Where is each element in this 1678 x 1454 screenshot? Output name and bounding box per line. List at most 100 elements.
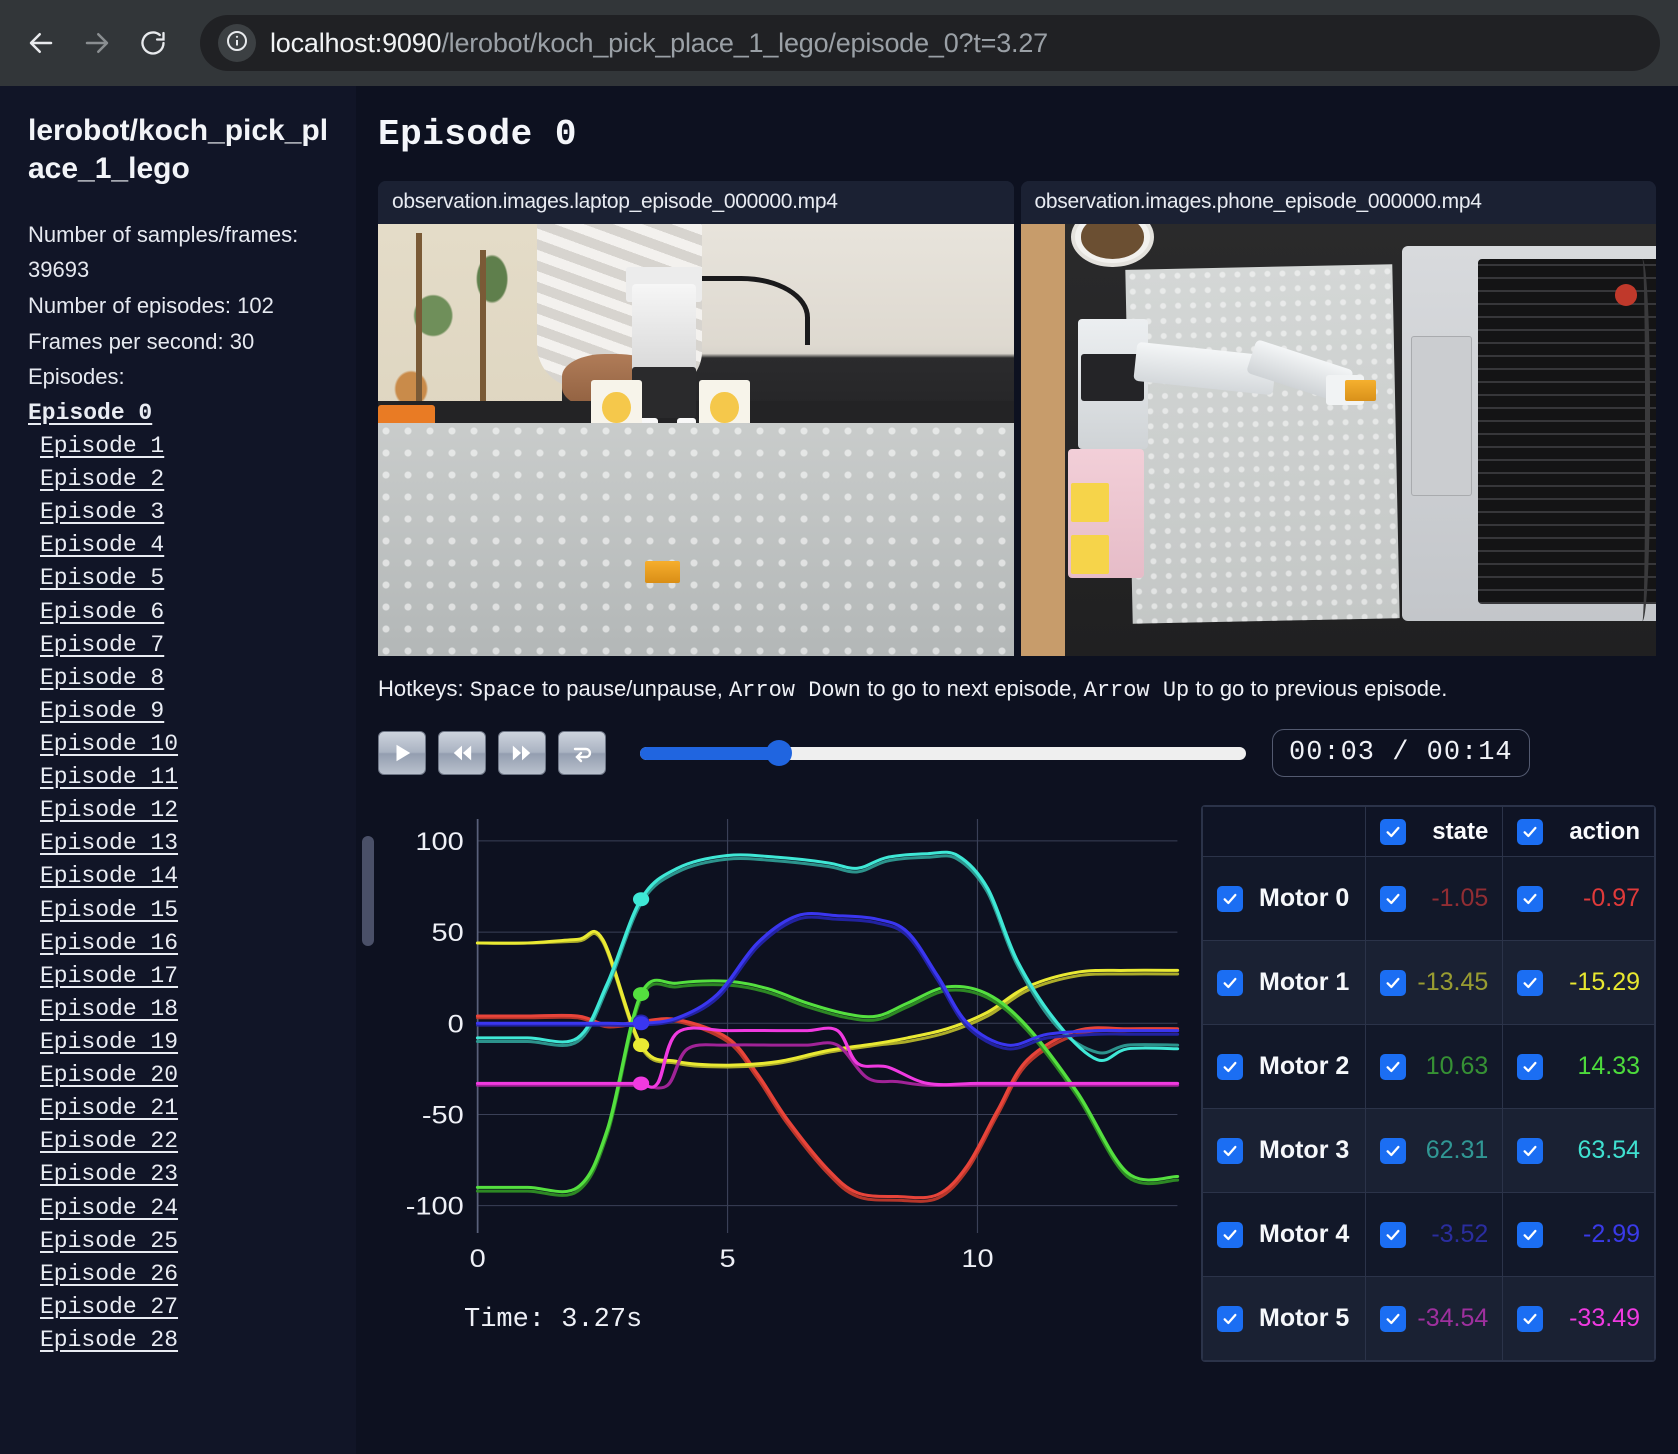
- motor-name-cell: Motor 1: [1202, 940, 1367, 1025]
- header-motor: [1202, 806, 1367, 857]
- episode-link-18[interactable]: Episode 18: [40, 995, 179, 1022]
- episode-link-5[interactable]: Episode 5: [40, 565, 165, 592]
- episode-link-11[interactable]: Episode 11: [40, 764, 179, 791]
- episode-link-4[interactable]: Episode 4: [40, 532, 165, 559]
- episode-link-28[interactable]: Episode 28: [40, 1326, 179, 1353]
- motor-5-action-checkbox[interactable]: [1517, 1305, 1544, 1332]
- video-card-laptop[interactable]: observation.images.laptop_episode_000000…: [378, 181, 1014, 656]
- motor-0-action-value: -0.97: [1583, 884, 1640, 912]
- site-info-button[interactable]: [218, 24, 256, 62]
- play-button[interactable]: [378, 731, 426, 775]
- header-state-label: state: [1432, 817, 1489, 845]
- motor-2-checkbox[interactable]: [1217, 1053, 1243, 1080]
- header-state: state: [1365, 806, 1504, 857]
- motor-5-state-checkbox[interactable]: [1380, 1305, 1407, 1332]
- motor-table: state action: [1202, 806, 1655, 1361]
- motor-2-action-checkbox[interactable]: [1517, 1053, 1544, 1080]
- episode-link-25[interactable]: Episode 25: [40, 1227, 179, 1254]
- motor-0-state-checkbox[interactable]: [1380, 885, 1407, 912]
- fast-forward-button[interactable]: [498, 731, 546, 775]
- episode-link-7[interactable]: Episode 7: [40, 631, 165, 658]
- episode-link-16[interactable]: Episode 16: [40, 929, 179, 956]
- episode-link-1[interactable]: Episode 1: [40, 433, 165, 460]
- motor-0-action-checkbox[interactable]: [1517, 885, 1544, 912]
- sticky-note: [1071, 483, 1110, 523]
- motor-1-action-checkbox[interactable]: [1517, 969, 1544, 996]
- hotkey-space: Space: [469, 678, 536, 703]
- episode-link-3[interactable]: Episode 3: [40, 499, 165, 526]
- video-player-laptop[interactable]: [378, 224, 1014, 656]
- motor-2-state-checkbox[interactable]: [1380, 1053, 1407, 1080]
- loop-button[interactable]: [558, 731, 606, 775]
- episode-link-22[interactable]: Episode 22: [40, 1128, 179, 1155]
- lego-baseplate: [378, 422, 1014, 656]
- episode-link-19[interactable]: Episode 19: [40, 1028, 179, 1055]
- video-caption-phone: observation.images.phone_episode_000000.…: [1020, 181, 1656, 224]
- episode-link-9[interactable]: Episode 9: [40, 697, 165, 724]
- motor-3-action-checkbox[interactable]: [1517, 1137, 1544, 1164]
- sidebar: lerobot/koch_pick_place_1_lego Number of…: [0, 86, 356, 1454]
- motor-3-state-checkbox[interactable]: [1380, 1137, 1407, 1164]
- episode-link-0[interactable]: Episode 0: [28, 399, 153, 426]
- episode-link-21[interactable]: Episode 21: [40, 1095, 179, 1122]
- loop-icon: [570, 741, 594, 765]
- seek-bar[interactable]: [640, 731, 1246, 775]
- toggle-all-state-checkbox[interactable]: [1380, 818, 1407, 845]
- motor-1-state-checkbox[interactable]: [1380, 969, 1407, 996]
- forward-arrow-icon: [82, 28, 112, 58]
- motor-4-state-checkbox[interactable]: [1380, 1221, 1407, 1248]
- address-bar[interactable]: localhost:9090/lerobot/koch_pick_place_1…: [200, 15, 1660, 71]
- episode-link-2[interactable]: Episode 2: [40, 466, 165, 493]
- motor-1-state-cell: -13.45: [1365, 940, 1504, 1025]
- toggle-all-action-checkbox[interactable]: [1517, 818, 1544, 845]
- hotkeys-text-3: to go to previous episode.: [1189, 676, 1448, 701]
- motor-1-checkbox[interactable]: [1217, 969, 1243, 996]
- robot-joint: [632, 366, 696, 419]
- episode-link-8[interactable]: Episode 8: [40, 664, 165, 691]
- motor-name-cell: Motor 2: [1202, 1024, 1367, 1109]
- episode-link-20[interactable]: Episode 20: [40, 1062, 179, 1089]
- motor-0-checkbox[interactable]: [1217, 885, 1243, 912]
- motor-3-checkbox[interactable]: [1217, 1137, 1243, 1164]
- bowl-contents: [1080, 224, 1145, 259]
- reload-button[interactable]: [130, 20, 176, 66]
- back-button[interactable]: [18, 20, 64, 66]
- episode-link-27[interactable]: Episode 27: [40, 1293, 179, 1320]
- episodes-label: Episodes:: [28, 364, 125, 390]
- chart-line-motor-1-state: [475, 931, 1180, 1069]
- motor-4-checkbox[interactable]: [1217, 1221, 1243, 1248]
- forward-button[interactable]: [74, 20, 120, 66]
- timeseries-chart[interactable]: -100 -50 0 50 100 0 5 10 Time: 3.27s: [378, 805, 1189, 1365]
- motor-0-label: Motor 0: [1259, 884, 1350, 912]
- motor-4-action-value: -2.99: [1583, 1220, 1640, 1248]
- seek-track[interactable]: [640, 740, 1246, 766]
- motor-5-state-value: -34.54: [1417, 1304, 1489, 1332]
- rewind-button[interactable]: [438, 731, 486, 775]
- chart-line-motor-5-state: [475, 1041, 1180, 1090]
- table-row: Motor 0 -1.05 -0.97: [1202, 856, 1655, 941]
- cable: [695, 275, 811, 345]
- motor-1-label: Motor 1: [1259, 968, 1350, 996]
- fps-text: Frames per second: 30: [28, 328, 255, 354]
- episode-link-24[interactable]: Episode 24: [40, 1194, 179, 1221]
- episode-link-14[interactable]: Episode 14: [40, 863, 179, 890]
- content-scrollbar[interactable]: [362, 836, 374, 946]
- episode-link-10[interactable]: Episode 10: [40, 731, 179, 757]
- episode-link-26[interactable]: Episode 26: [40, 1260, 179, 1287]
- motor-1-action-value: -15.29: [1569, 968, 1640, 996]
- num-episodes-text: Number of episodes: 102: [28, 293, 274, 319]
- episode-list: Episode 0 Episode 1 Episode 2 Episode 3 Epis…: [28, 397, 330, 1357]
- video-player-phone[interactable]: [1020, 224, 1656, 656]
- episode-link-23[interactable]: Episode 23: [40, 1161, 179, 1188]
- episode-link-6[interactable]: Episode 6: [40, 598, 165, 625]
- episode-link-12[interactable]: Episode 12: [40, 797, 179, 824]
- video-card-phone[interactable]: observation.images.phone_episode_000000.…: [1020, 181, 1656, 656]
- episode-link-15[interactable]: Episode 15: [40, 896, 179, 923]
- motor-5-checkbox[interactable]: [1217, 1305, 1243, 1332]
- episode-link-13[interactable]: Episode 13: [40, 830, 179, 857]
- seek-progress-fill: [640, 746, 780, 760]
- motor-2-state-cell: 10.63: [1365, 1024, 1504, 1109]
- episode-link-17[interactable]: Episode 17: [40, 962, 179, 989]
- seek-thumb[interactable]: [766, 740, 793, 766]
- motor-4-action-checkbox[interactable]: [1517, 1221, 1544, 1248]
